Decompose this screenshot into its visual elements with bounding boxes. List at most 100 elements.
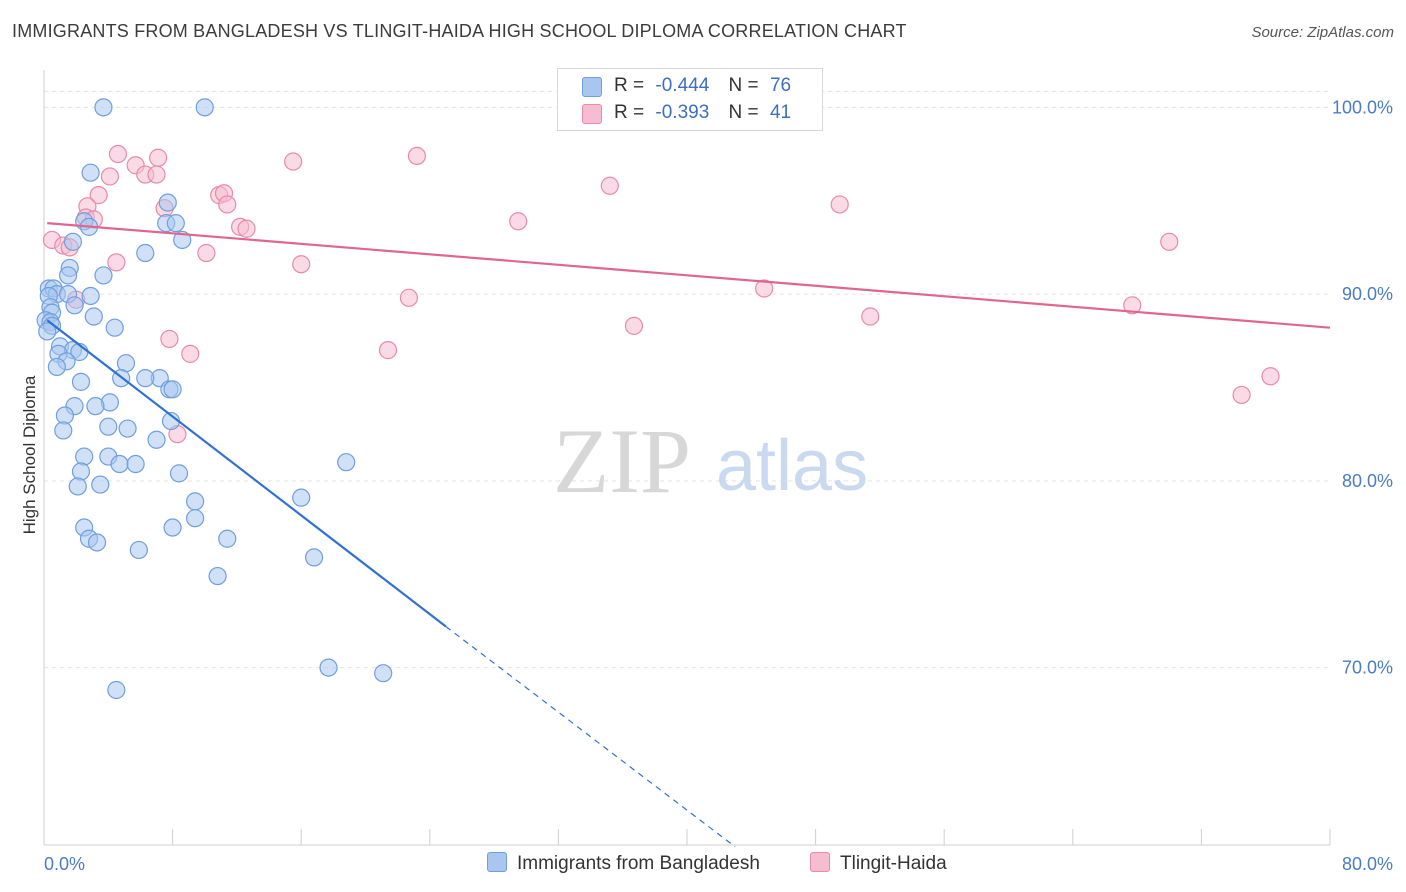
point-tlingit-haida [1261, 367, 1280, 386]
point-bangladesh [173, 230, 192, 250]
y-tick-label: 70.0% [1342, 658, 1393, 678]
legend-r-label: R = [614, 75, 645, 96]
legend-r-label: R = [614, 102, 645, 123]
point-tlingit-haida [292, 255, 311, 274]
point-tlingit-haida [89, 186, 108, 205]
series-legend-bangladesh: Immigrants from Bangladesh [487, 852, 760, 875]
watermark: ZIP atlas [553, 410, 868, 512]
point-bangladesh [68, 477, 87, 496]
point-bangladesh [186, 509, 205, 528]
point-tlingit-haida [181, 344, 200, 363]
point-tlingit-haida [218, 195, 237, 214]
series-legend-swatch-pink [810, 852, 830, 872]
point-tlingit-haida [197, 243, 216, 263]
point-tlingit-haida [147, 165, 166, 184]
series-legend-label-bangladesh: Immigrants from Bangladesh [517, 853, 760, 874]
point-tlingit-haida [149, 148, 168, 167]
point-tlingit-haida [399, 288, 419, 307]
x-tick-label: 80.0% [1342, 854, 1393, 874]
point-bangladesh [195, 98, 214, 117]
legend-n-value-pink: 41 [769, 102, 792, 123]
point-bangladesh [110, 454, 129, 474]
point-bangladesh [208, 566, 227, 586]
point-bangladesh [63, 232, 83, 251]
point-bangladesh [169, 464, 189, 483]
point-bangladesh [65, 296, 84, 315]
point-bangladesh [81, 286, 100, 306]
point-bangladesh [94, 98, 113, 117]
watermark-atlas: atlas [716, 426, 868, 506]
y-axis-title: High School Diploma [20, 375, 39, 534]
point-bangladesh [54, 421, 73, 440]
point-bangladesh [136, 369, 155, 388]
legend-r-value-blue: -0.444 [655, 75, 710, 96]
point-tlingit-haida [830, 195, 849, 214]
point-bangladesh [292, 488, 311, 507]
point-tlingit-haida [1123, 296, 1142, 315]
x-tick-label: 0.0% [44, 854, 85, 874]
y-tick-label: 80.0% [1342, 471, 1393, 491]
gridlines [44, 90, 1330, 669]
point-bangladesh [55, 406, 74, 425]
point-tlingit-haida [755, 279, 774, 298]
trend-line-tlingit-haida [47, 222, 1331, 329]
series-legend-tlingit: Tlingit-Haida [810, 852, 947, 875]
point-tlingit-haida [1160, 232, 1179, 251]
point-bangladesh [147, 430, 166, 449]
point-bangladesh [107, 680, 126, 700]
point-bangladesh [186, 492, 205, 511]
chart-source: Source: ZipAtlas.com [1251, 24, 1394, 41]
point-bangladesh [87, 533, 107, 552]
y-tick-label: 100.0% [1332, 97, 1393, 117]
point-tlingit-haida [107, 253, 126, 272]
point-bangladesh [75, 447, 94, 466]
point-bangladesh [126, 454, 145, 474]
point-bangladesh [81, 163, 100, 182]
point-tlingit-haida [861, 307, 880, 326]
watermark-zip: ZIP [553, 410, 691, 512]
point-bangladesh [374, 664, 393, 683]
point-tlingit-haida [1232, 385, 1251, 405]
point-bangladesh [38, 322, 57, 341]
trend-line-bangladesh [46, 319, 447, 628]
point-bangladesh [218, 529, 237, 548]
point-bangladesh [86, 397, 105, 416]
legend-n-label: N = [728, 102, 759, 123]
point-bangladesh [118, 419, 137, 438]
point-bangladesh [158, 193, 177, 212]
point-bangladesh [59, 266, 78, 285]
legend-r-value-pink: -0.393 [655, 102, 710, 123]
point-tlingit-haida [237, 219, 256, 238]
point-bangladesh [136, 243, 155, 263]
legend-swatch-pink [582, 104, 602, 124]
point-bangladesh [71, 372, 91, 391]
point-bangladesh [91, 475, 110, 494]
correlation-legend: R = -0.444 N = 76 R = -0.393 N = 41 [557, 68, 823, 131]
trend-lines [46, 222, 1331, 848]
y-tick-label: 90.0% [1342, 284, 1393, 304]
point-bangladesh [163, 380, 182, 399]
point-bangladesh [304, 548, 324, 567]
x-tick-labels: 0.0% 80.0% [44, 854, 1393, 874]
point-bangladesh [337, 453, 356, 472]
point-tlingit-haida [378, 341, 398, 360]
series-bangladesh [36, 98, 393, 700]
trend-line-bangladesh-extension [445, 626, 736, 848]
legend-n-label: N = [728, 75, 759, 96]
point-tlingit-haida [100, 167, 120, 186]
point-bangladesh [71, 462, 91, 481]
axes [43, 70, 1331, 846]
point-bangladesh [129, 540, 148, 560]
series-tlingit-haida [42, 144, 1280, 444]
point-bangladesh [47, 357, 66, 377]
point-tlingit-haida [600, 176, 619, 195]
point-tlingit-haida [160, 329, 179, 349]
point-bangladesh [166, 214, 185, 233]
point-tlingit-haida [624, 316, 644, 335]
point-bangladesh [84, 307, 103, 326]
point-bangladesh [319, 658, 338, 677]
point-tlingit-haida [509, 212, 528, 231]
legend-n-value-blue: 76 [769, 75, 792, 96]
point-bangladesh [105, 318, 124, 337]
point-tlingit-haida [108, 144, 128, 164]
